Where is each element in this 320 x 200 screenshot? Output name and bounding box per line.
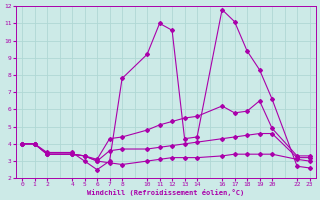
X-axis label: Windchill (Refroidissement éolien,°C): Windchill (Refroidissement éolien,°C) — [87, 189, 244, 196]
